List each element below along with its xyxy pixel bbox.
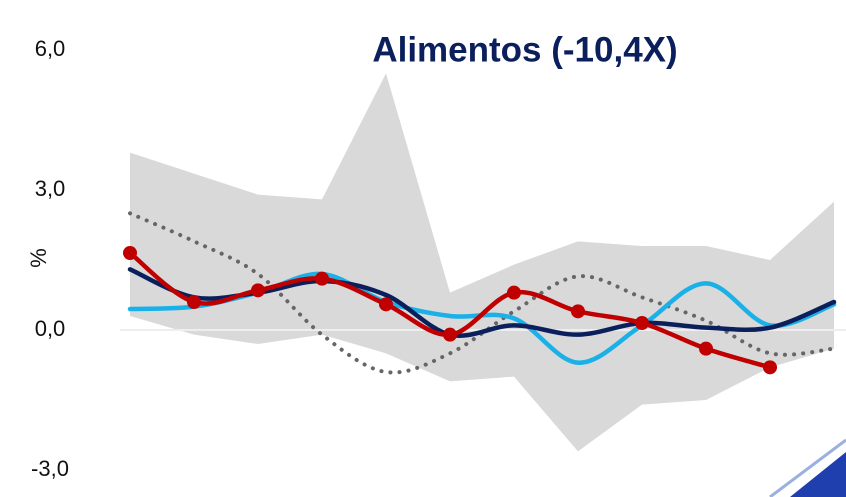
- y-tick-label: 0,0: [35, 316, 66, 341]
- point: [635, 316, 649, 330]
- series-line: [128, 211, 836, 375]
- point: [315, 271, 329, 286]
- point: [123, 246, 137, 260]
- background: [120, 73, 846, 452]
- point: [571, 304, 585, 319]
- point: [379, 297, 393, 312]
- point: [507, 285, 521, 300]
- point: [251, 283, 265, 298]
- y-tick-label: -3,0: [31, 456, 69, 481]
- point: [763, 360, 777, 375]
- y-axis-label: %: [26, 248, 51, 268]
- point: [187, 295, 201, 309]
- decoration: [769, 438, 846, 497]
- chart-title: Alimentos (-10,4X): [372, 30, 677, 69]
- decoration: [790, 452, 846, 497]
- range-band: [130, 73, 834, 452]
- y-tick-label: 6,0: [35, 36, 66, 61]
- point: [443, 327, 457, 342]
- y-tick-label: 3,0: [35, 176, 66, 201]
- point: [699, 341, 713, 356]
